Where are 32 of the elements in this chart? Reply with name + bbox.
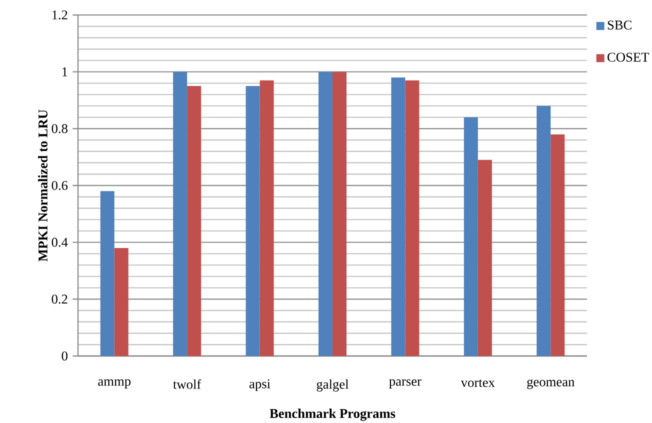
legend-label: SBC — [608, 20, 632, 30]
bar — [536, 106, 551, 356]
x-tick-label: galgel — [316, 379, 349, 392]
x-tick-label: apsi — [250, 379, 270, 392]
bar — [478, 160, 492, 356]
bar — [260, 80, 274, 356]
bar — [332, 72, 347, 356]
bar — [114, 248, 128, 356]
y-tick-label: 0 — [62, 351, 68, 360]
y-axis-title: MPKI Normalized to LRU — [38, 110, 48, 262]
x-tick-label: ammp — [98, 379, 131, 388]
y-tick-label: 1.2 — [52, 10, 68, 20]
bar — [100, 191, 114, 356]
bar — [173, 72, 188, 356]
x-axis-title: Benchmark Programs — [270, 408, 396, 421]
bar — [187, 86, 202, 356]
bar — [550, 134, 565, 356]
x-tick-label: vortex — [460, 379, 495, 387]
x-tick-label: geomean — [527, 379, 575, 390]
y-tick-label: 0.2 — [52, 294, 68, 304]
bar — [318, 72, 333, 356]
y-tick-label: 0.4 — [52, 238, 68, 247]
x-tick-label: parser — [389, 379, 422, 388]
bar — [464, 117, 478, 356]
bar — [405, 80, 420, 356]
y-tick-label: 0.6 — [52, 180, 68, 190]
x-tick-label: twolf — [173, 379, 202, 389]
bar — [391, 78, 406, 356]
legend-label: COSET — [608, 52, 650, 62]
y-tick-label: 1 — [62, 67, 68, 76]
bar — [246, 86, 260, 356]
y-tick-label: 0.8 — [52, 124, 68, 134]
